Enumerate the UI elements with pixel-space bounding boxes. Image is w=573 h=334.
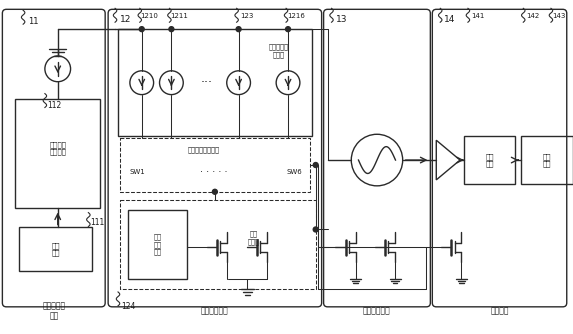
Text: 频率选择电路: 频率选择电路 [201, 306, 229, 315]
Text: 多支路镜像
电流源: 多支路镜像 电流源 [268, 44, 288, 58]
Text: 限幅
电路: 限幅 电路 [485, 153, 494, 167]
Text: SW1: SW1 [130, 169, 146, 175]
Text: 143: 143 [552, 13, 566, 19]
Bar [118, 29, 312, 136]
Text: 111: 111 [90, 217, 104, 226]
Circle shape [236, 27, 241, 32]
Text: 启动
电路: 启动 电路 [52, 242, 60, 257]
Bar [120, 138, 310, 192]
Text: 11: 11 [28, 17, 38, 26]
Circle shape [169, 27, 174, 32]
Circle shape [313, 227, 318, 232]
Text: 1210: 1210 [141, 13, 159, 19]
Text: 基准电流源
电路: 基准电流源 电路 [42, 301, 65, 321]
Circle shape [139, 27, 144, 32]
Bar [128, 210, 187, 279]
Text: 受控振荡电路: 受控振荡电路 [363, 306, 391, 315]
Text: 1216: 1216 [287, 13, 305, 19]
Text: ···: ··· [201, 76, 213, 89]
Text: 数字
控制
电路: 数字 控制 电路 [154, 233, 162, 255]
Text: 基准电流
产生电路: 基准电流 产生电路 [49, 141, 66, 155]
Text: 124: 124 [121, 302, 135, 311]
Circle shape [213, 189, 217, 194]
Circle shape [313, 163, 318, 167]
Text: 142: 142 [527, 13, 540, 19]
Text: 14: 14 [445, 15, 456, 24]
Text: 电流
汇总管: 电流 汇总管 [248, 230, 260, 244]
Bar [15, 99, 100, 208]
Text: 13: 13 [336, 15, 347, 24]
Text: 141: 141 [471, 13, 485, 19]
Text: · · · · ·: · · · · · [200, 167, 227, 177]
Bar [19, 227, 92, 271]
Text: 整形电路: 整形电路 [490, 306, 509, 315]
Text: 12: 12 [120, 15, 132, 24]
Text: 多路选择电子开关: 多路选择电子开关 [188, 147, 220, 153]
Bar [521, 136, 572, 184]
Text: 112: 112 [48, 101, 62, 110]
Bar [120, 200, 316, 289]
Text: 1211: 1211 [170, 13, 189, 19]
Text: 123: 123 [240, 13, 253, 19]
Circle shape [285, 27, 291, 32]
Text: 反相
器链: 反相 器链 [543, 153, 551, 167]
Bar [464, 136, 515, 184]
Text: SW6: SW6 [286, 169, 302, 175]
